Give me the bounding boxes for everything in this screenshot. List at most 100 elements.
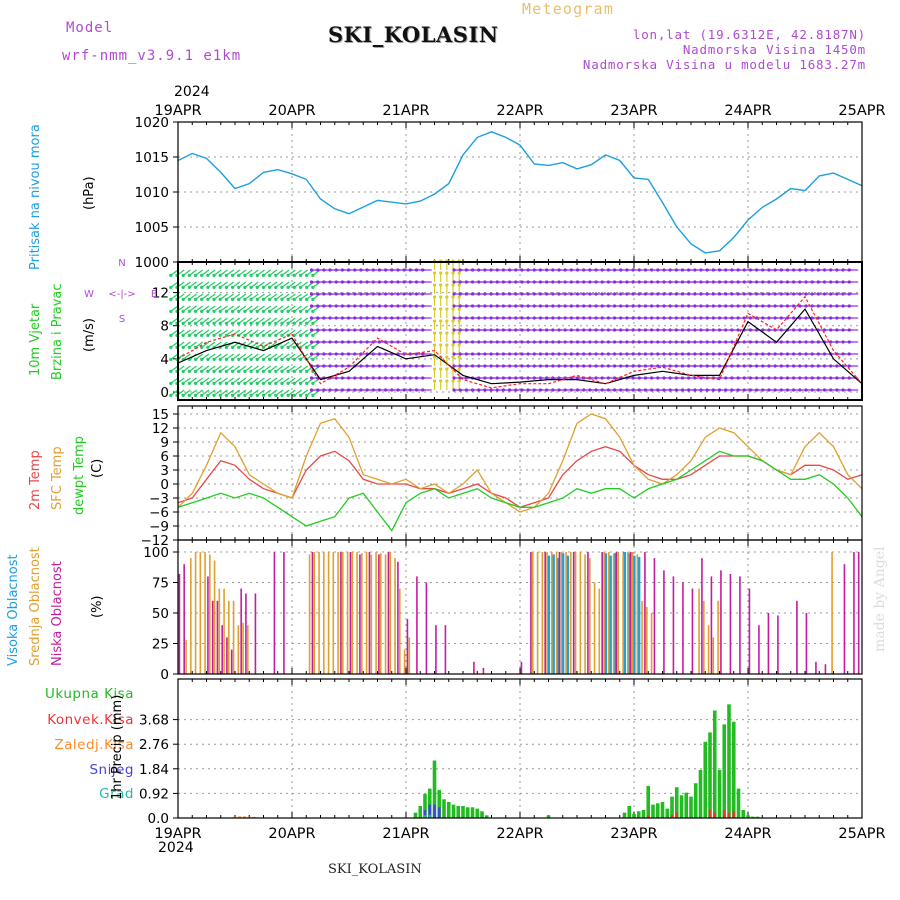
- cloud-high-bar: [637, 556, 641, 674]
- wind-arrow-head: [218, 297, 222, 301]
- wind-arrow-head: [309, 280, 314, 284]
- wind-arrow-head: [206, 309, 210, 313]
- wind-arrow-head: [421, 340, 425, 344]
- wind-arrow-head: [545, 268, 549, 272]
- wind-arrow-head: [249, 393, 253, 397]
- wind-arrow-head: [631, 364, 635, 368]
- wind-arrow-head: [340, 280, 344, 284]
- wind-arrow-head: [501, 304, 505, 308]
- cloud-mid-bar: [541, 552, 544, 674]
- wind-arrow-head: [680, 316, 685, 320]
- wind-arrow-head: [538, 364, 543, 368]
- wind-arrow-head: [724, 316, 728, 320]
- wind-arrow-head: [612, 328, 617, 332]
- wind-arrow-head: [445, 319, 449, 323]
- cloud-mid-bar: [209, 554, 211, 674]
- wind-arrow-head: [563, 364, 567, 368]
- wind-arrow-head: [169, 321, 173, 325]
- wind-arrow-head: [255, 369, 259, 373]
- wind-arrow-head: [402, 376, 406, 380]
- wind-arrow-head: [563, 280, 567, 284]
- cloud-mid-bars: [185, 552, 833, 674]
- wind-arrow-head: [711, 340, 715, 344]
- wind-arrow-head: [532, 280, 536, 284]
- wind-arrow-head: [495, 292, 499, 296]
- wind-arrow-head: [779, 364, 783, 368]
- cloud-mid-bar: [204, 552, 206, 674]
- wind-arrow-head: [305, 333, 309, 337]
- wind-arrow-head: [346, 388, 351, 392]
- precip-conv-bar: [727, 812, 731, 818]
- wind-arrow-head: [662, 328, 666, 332]
- precip-total-bar: [655, 803, 660, 818]
- wind-arrow-head: [742, 268, 746, 272]
- wind-arrow-head: [457, 307, 461, 311]
- wind-arrow-head: [668, 316, 672, 320]
- wind-arrow-head: [767, 292, 771, 296]
- wind-arrow-head: [606, 388, 610, 392]
- wind-arrow-head: [169, 369, 173, 373]
- wind-arrow-head: [390, 376, 394, 380]
- wind-arrow-head: [224, 369, 228, 373]
- wind-arrow-head: [261, 369, 266, 373]
- wind-arrow-head: [477, 316, 481, 320]
- wind-arrow-head: [841, 352, 845, 356]
- cloud-low-bar: [283, 552, 285, 674]
- cloud-mid-bar: [190, 558, 192, 674]
- wind-arrow-head: [680, 364, 685, 368]
- wind-arrow-head: [243, 273, 247, 277]
- wind-arrow-head: [414, 280, 419, 284]
- wind-arrow-head: [439, 295, 443, 299]
- wind-arrow-head: [761, 340, 765, 344]
- wind-arrow-head: [804, 388, 808, 392]
- wind-arrow-head: [193, 285, 198, 289]
- precip-frozen-bar: [238, 816, 242, 818]
- wind-arrow-head: [316, 316, 320, 320]
- wind-arrow-head: [328, 364, 332, 368]
- wind-arrow-head: [408, 292, 412, 296]
- wind-arrow-head: [816, 340, 820, 344]
- footer-title: SKI_KOLASIN: [328, 862, 422, 877]
- wind-arrow-head: [545, 340, 549, 344]
- cloud-low-bar: [245, 593, 247, 674]
- wind-arrow-head: [224, 333, 228, 337]
- wind-arrow-head: [754, 340, 759, 344]
- cloud-low-bar: [520, 661, 523, 674]
- wind-arrow-head: [816, 304, 820, 308]
- wind-arrow-head: [187, 393, 191, 397]
- wind-arrow-head: [495, 280, 499, 284]
- cloud-mid-bar: [342, 552, 344, 674]
- wind-arrow-head: [396, 280, 400, 284]
- wind-arrow-head: [687, 304, 691, 308]
- wind-arrow-head: [316, 280, 320, 284]
- cloud-low-bar: [544, 552, 546, 674]
- wind-arrow-head: [316, 352, 320, 356]
- wind-arrow-head: [384, 376, 388, 380]
- wind-arrow-head: [822, 292, 827, 296]
- wind-arrow-head: [551, 340, 555, 344]
- wind-arrow-head: [218, 393, 222, 397]
- wind-arrow-head: [619, 352, 623, 356]
- wind-arrow-head: [230, 297, 235, 301]
- wind-arrow-head: [730, 364, 734, 368]
- wind-arrow-head: [711, 304, 715, 308]
- panel-4: 0.0 0.92 1.84 2.76 3.68: [139, 679, 863, 827]
- wind-arrow-head: [619, 268, 623, 272]
- wind-arrow-head: [693, 292, 697, 296]
- wind-arrow-head: [365, 268, 369, 272]
- wind-arrow-head: [396, 340, 400, 344]
- precip-frozen-bar: [233, 816, 237, 818]
- precip-conv-bar: [675, 812, 678, 818]
- wind-arrow-head: [305, 309, 309, 313]
- wind-arrow-head: [606, 280, 610, 284]
- cloud-low-bar: [254, 593, 257, 674]
- wind-arrow-head: [495, 376, 499, 380]
- wind-arrow-head: [742, 340, 746, 344]
- wind-arrow-head: [421, 388, 425, 392]
- precip-snow-bar: [428, 804, 432, 818]
- cloud-low-bar: [729, 573, 732, 674]
- wind-arrow-head: [286, 369, 290, 373]
- wind-arrow-head: [643, 304, 648, 308]
- wind-arrow-head: [224, 393, 228, 397]
- wind-arrow-head: [439, 331, 443, 335]
